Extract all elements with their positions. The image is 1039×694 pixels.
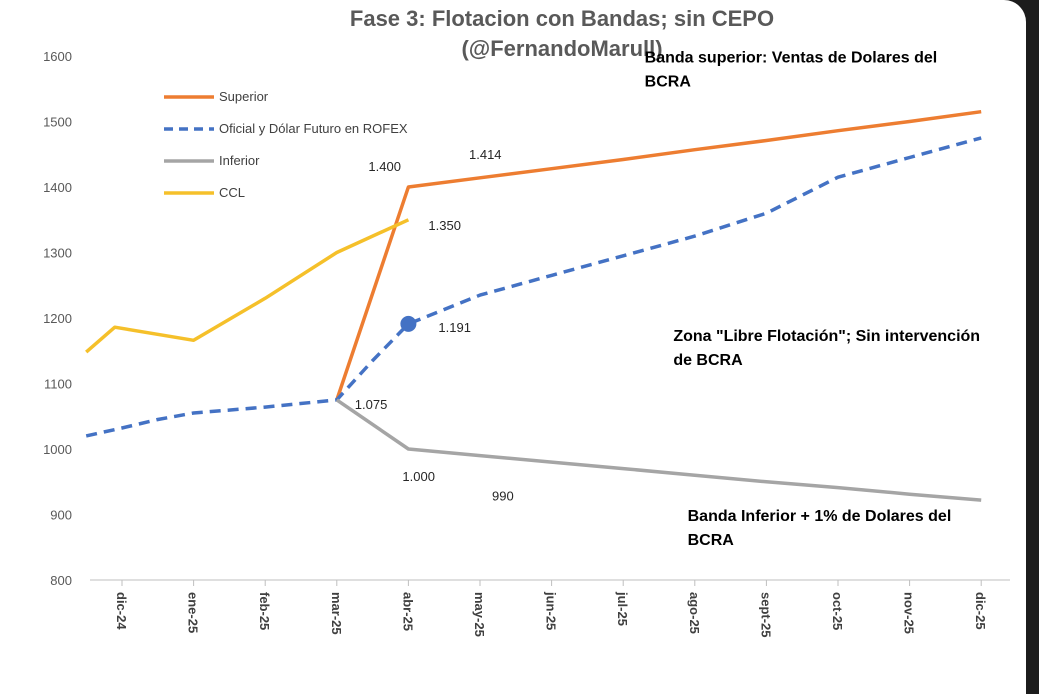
y-tick-label: 900: [50, 508, 72, 523]
annotation-text: Zona "Libre Flotación"; Sin intervención…: [673, 328, 980, 369]
annotation-text: Banda Inferior + 1% de Dolares del BCRA: [688, 508, 952, 549]
annotation-text: Banda superior: Ventas de Dolares del BCR…: [645, 50, 938, 91]
axes: 800 900 1000 1100 1200 1300 1400 1500 1600 dic-24…: [43, 49, 1010, 638]
y-tick-label: 1600: [43, 49, 72, 64]
x-tick-label: ene-25: [186, 592, 201, 633]
data-labels: 1.400 1.414 1.350 1.191 1.075 1.000 990: [355, 147, 514, 504]
x-tick-label: jul-25: [615, 591, 630, 626]
x-tick-label: dic-25: [973, 592, 988, 630]
x-tick-label: nov-25: [902, 592, 917, 634]
x-tick-label: sept-25: [758, 592, 773, 638]
annotation-line: de BCRA: [673, 352, 743, 369]
x-tick-label: ago-25: [687, 592, 702, 634]
y-tick-label: 1300: [43, 246, 72, 261]
annotation-line: BCRA: [645, 74, 692, 91]
data-label: 990: [492, 489, 514, 504]
legend-label: Inferior: [219, 153, 260, 168]
plot-area: [85, 109, 982, 502]
y-tick-label: 1500: [43, 115, 72, 130]
x-tick-label: dic-24: [114, 592, 129, 630]
legend-label: Superior: [219, 89, 269, 104]
data-label: 1.191: [438, 320, 471, 335]
y-tick-label: 1100: [44, 377, 72, 392]
annotations: Banda superior: Ventas de Dolares del BCR…: [645, 50, 980, 549]
y-tick-label: 1000: [43, 442, 72, 457]
chart-subtitle: (@FernandoMarull): [461, 36, 662, 61]
y-tick-label: 1400: [43, 180, 72, 195]
x-tick-label: mar-25: [329, 592, 344, 635]
series-line: [85, 218, 410, 354]
annotation-line: Banda Inferior + 1% de Dolares del: [688, 508, 952, 525]
legend: Superior Oficial y Dólar Futuro en ROFEX I…: [164, 89, 408, 200]
annotation-line: Zona "Libre Flotación"; Sin intervención: [673, 328, 980, 345]
series-line: [85, 136, 982, 438]
chart-title: Fase 3: Flotacion con Bandas; sin CEPO: [350, 6, 774, 31]
series-line: [335, 109, 982, 401]
x-tick-label: abr-25: [400, 592, 415, 631]
x-tick-label: feb-25: [257, 592, 272, 630]
data-label: 1.400: [368, 159, 401, 174]
x-tick-label: oct-25: [830, 592, 845, 630]
annotation-line: BCRA: [688, 532, 735, 549]
y-tick-label: 1200: [43, 311, 72, 326]
legend-label: Oficial y Dólar Futuro en ROFEX: [219, 121, 408, 136]
annotation-line: Banda superior: Ventas de Dolares del: [645, 50, 938, 67]
data-label: 1.350: [428, 218, 461, 233]
data-point-marker: [400, 315, 417, 332]
series-line: [335, 398, 982, 502]
y-tick-label: 800: [50, 573, 72, 588]
data-label: 1.414: [469, 147, 502, 162]
x-tick-label: jun-25: [544, 591, 559, 630]
legend-label: CCL: [219, 185, 245, 200]
data-label: 1.000: [402, 469, 435, 484]
data-label: 1.075: [355, 397, 388, 412]
x-tick-label: may-25: [472, 592, 487, 637]
